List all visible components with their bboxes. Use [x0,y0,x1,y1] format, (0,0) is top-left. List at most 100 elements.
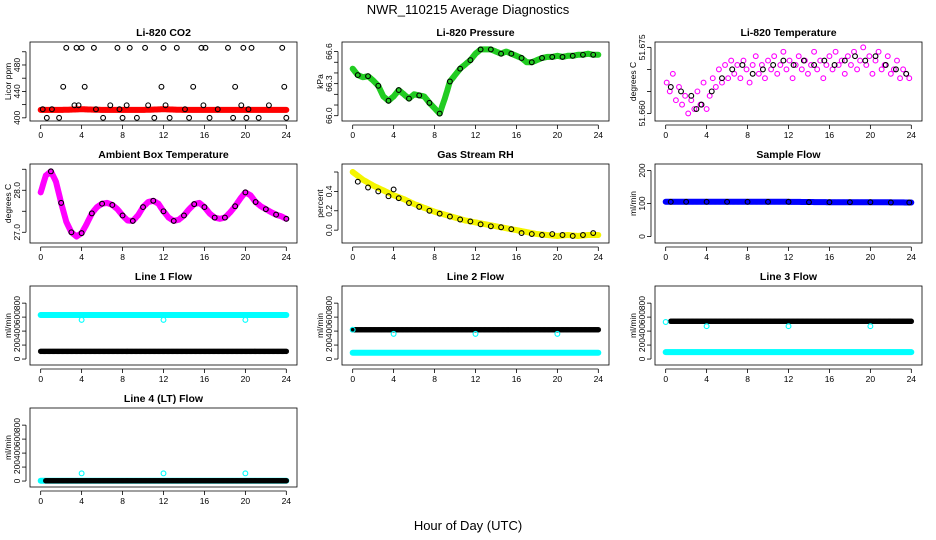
data-point [283,312,290,318]
data-point [406,95,412,102]
plot-frame [654,163,923,244]
y-tick-label: 0.4 [324,185,334,197]
data-point [230,114,237,121]
data-point [406,200,412,206]
data-point [238,102,245,109]
data-point [75,102,82,109]
panel-title: Line 1 Flow [135,271,193,283]
data-point [283,215,290,222]
data-point [201,204,208,211]
data-point [43,114,50,121]
figure-title: NWR_110215 Average Diagnostics [367,2,570,17]
data-point [457,65,464,72]
data-point [232,83,239,90]
y-tick-label: 800 [637,296,647,310]
x-tick-label: 8 [745,130,750,140]
data-point [852,53,858,60]
x-tick-label: 16 [512,252,522,262]
data-point [476,47,483,54]
data-point [384,96,390,103]
data-point [202,44,209,51]
x-tick-label: 16 [200,252,210,262]
data-point [211,214,218,221]
data-point [283,348,290,355]
data-point [667,84,674,90]
x-tick-label: 0 [350,130,355,140]
y-tick-label: 200 [637,163,647,177]
data-point [804,70,811,77]
data-point [539,55,545,61]
data-point [846,199,853,206]
data-point [860,44,867,51]
panel-ambient: Ambient Box Temperature 0 4 8 12 16 20 24 27.0 28… [3,149,298,262]
data-point [181,212,187,219]
data-point [39,106,46,113]
data-point [739,62,746,68]
x-tick-label: 20 [241,252,251,262]
x-tick-label: 24 [907,252,917,262]
data-point [182,106,188,113]
series-cyan [78,470,249,477]
data-point [365,184,371,191]
panel-title: Sample Flow [756,149,821,161]
data-point [142,44,149,51]
data-point [281,83,288,90]
data-point [508,226,515,233]
x-tick-label: 24 [282,496,292,506]
x-tick-label: 20 [866,130,876,140]
x-tick-label: 4 [391,130,396,140]
data-point [826,53,833,60]
data-point [580,232,586,238]
plot-frame [29,407,298,488]
data-point [691,106,698,112]
data-point [231,205,237,211]
y-tick-label: 0 [637,234,647,239]
data-point [48,106,55,113]
plot-frame [654,41,923,122]
x-tick-label: 0 [663,130,668,140]
x-tick-label: 4 [704,130,709,140]
data-point [908,349,915,355]
x-tick-label: 20 [241,374,251,384]
y-tick-label: 800 [12,296,22,310]
data-point [200,102,207,109]
y-tick-label: 200 [12,338,22,352]
series-cyan [662,319,874,330]
data-point [857,57,864,64]
plot-frame [341,163,610,244]
x-tick-label: 20 [553,374,563,384]
data-point [580,51,586,58]
data-point [225,44,231,51]
data-point [160,208,167,215]
data-point [595,326,602,333]
data-point [81,83,88,90]
y-tick-label: 800 [12,418,22,432]
data-point [78,44,85,51]
data-point [785,323,792,330]
data-point [114,44,121,51]
data-point [817,57,824,64]
x-tick-label: 0 [38,374,43,384]
data-point [116,106,123,113]
x-tick-label: 24 [907,374,917,384]
plot-frame [341,285,610,366]
data-point [439,103,445,109]
data-point [893,66,899,73]
panel-title: Line 4 (LT) Flow [124,393,204,405]
data-point [688,92,695,99]
data-point [811,62,818,68]
y-axis-label: ml/min [628,313,638,338]
data-point [728,57,735,64]
y-tick-label: 0 [12,478,22,483]
data-point [595,350,602,356]
data-point [698,101,705,108]
data-point [133,214,140,220]
data-point [255,114,262,121]
data-point [715,66,722,73]
data-point [498,50,505,57]
data-point [722,62,728,68]
data-point [887,70,894,77]
